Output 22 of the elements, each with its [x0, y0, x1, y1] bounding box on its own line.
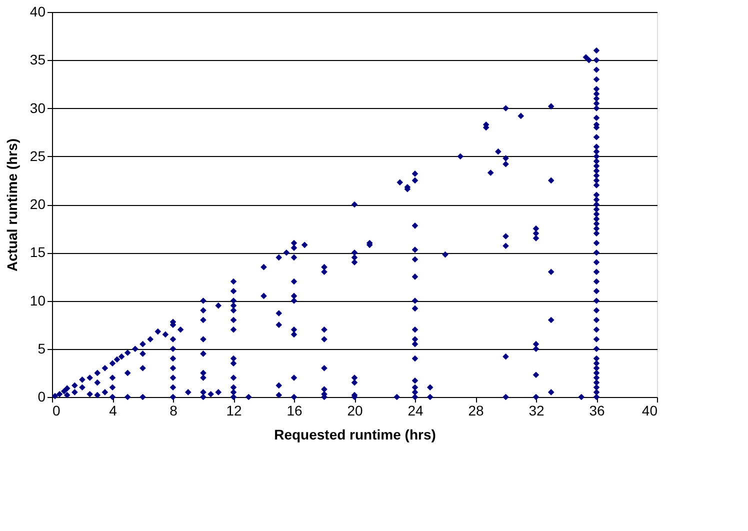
x-tick-label: 28 [468, 402, 484, 418]
x-tick-label: 8 [170, 402, 178, 418]
y-tick-label: 20 [30, 196, 46, 212]
x-tick-label: 24 [408, 402, 424, 418]
x-axis-title: Requested runtime (hrs) [274, 426, 436, 442]
x-tick-label: 32 [528, 402, 544, 418]
y-tick-label: 5 [38, 340, 46, 356]
y-axis-title: Actual runtime (hrs) [4, 138, 20, 272]
x-tick-label: 0 [52, 402, 60, 418]
x-tick-label: 20 [347, 402, 363, 418]
x-tick-label: 4 [109, 402, 118, 418]
x-tick-label: 16 [286, 402, 302, 418]
y-tick-label: 40 [30, 4, 46, 20]
y-tick-label: 10 [30, 292, 46, 308]
x-tick-label: 36 [589, 402, 605, 418]
y-tick-label: 35 [30, 52, 46, 68]
x-tick-label: 12 [226, 402, 242, 418]
y-tick-label: 0 [38, 388, 46, 404]
y-tick-label: 15 [30, 244, 46, 260]
y-tick-label: 30 [30, 100, 46, 116]
y-tick-label: 25 [30, 148, 46, 164]
x-tick-label: 40 [642, 402, 658, 418]
